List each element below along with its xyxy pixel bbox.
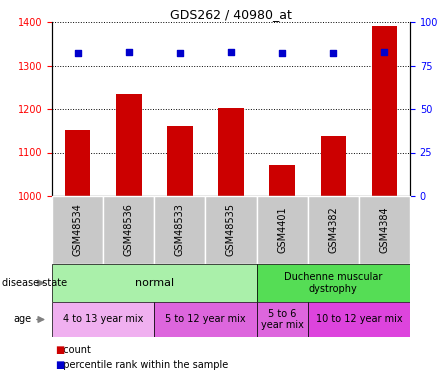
Text: 4 to 13 year mix: 4 to 13 year mix xyxy=(63,315,143,324)
Text: age: age xyxy=(13,315,31,324)
Point xyxy=(74,50,81,56)
Text: 5 to 6
year mix: 5 to 6 year mix xyxy=(261,309,304,330)
Bar xyxy=(116,94,141,196)
Bar xyxy=(65,130,90,196)
Point xyxy=(279,50,286,56)
Bar xyxy=(371,26,397,196)
Bar xyxy=(257,196,308,264)
Point xyxy=(125,49,132,55)
Text: ■: ■ xyxy=(55,345,64,355)
Text: GSM4401: GSM4401 xyxy=(277,207,287,254)
Bar xyxy=(205,196,257,264)
Text: count: count xyxy=(57,345,91,355)
Text: ■: ■ xyxy=(55,360,64,370)
Text: GSM4384: GSM4384 xyxy=(379,207,389,254)
Bar xyxy=(103,196,154,264)
Bar xyxy=(154,196,205,264)
Text: GSM48534: GSM48534 xyxy=(73,204,83,257)
Bar xyxy=(154,302,257,337)
Text: 5 to 12 year mix: 5 to 12 year mix xyxy=(165,315,246,324)
Point xyxy=(330,50,337,56)
Text: GSM48536: GSM48536 xyxy=(124,204,134,257)
Point xyxy=(381,49,388,55)
Point xyxy=(177,50,184,56)
Bar xyxy=(269,165,295,196)
Bar xyxy=(257,264,410,302)
Text: percentile rank within the sample: percentile rank within the sample xyxy=(57,360,228,370)
Bar xyxy=(167,126,193,196)
Bar xyxy=(308,302,410,337)
Bar xyxy=(218,108,244,196)
Title: GDS262 / 40980_at: GDS262 / 40980_at xyxy=(170,8,292,21)
Bar xyxy=(52,302,154,337)
Text: disease state: disease state xyxy=(2,278,67,288)
Bar xyxy=(257,302,308,337)
Point xyxy=(227,49,234,55)
Text: GSM4382: GSM4382 xyxy=(328,207,338,254)
Text: GSM48535: GSM48535 xyxy=(226,204,236,257)
Bar xyxy=(359,196,410,264)
Bar xyxy=(52,264,257,302)
Text: Duchenne muscular
dystrophy: Duchenne muscular dystrophy xyxy=(284,272,382,294)
Text: 10 to 12 year mix: 10 to 12 year mix xyxy=(315,315,402,324)
Bar xyxy=(321,136,346,196)
Bar xyxy=(52,196,103,264)
Bar xyxy=(308,196,359,264)
Text: normal: normal xyxy=(135,278,174,288)
Text: GSM48533: GSM48533 xyxy=(175,204,185,257)
